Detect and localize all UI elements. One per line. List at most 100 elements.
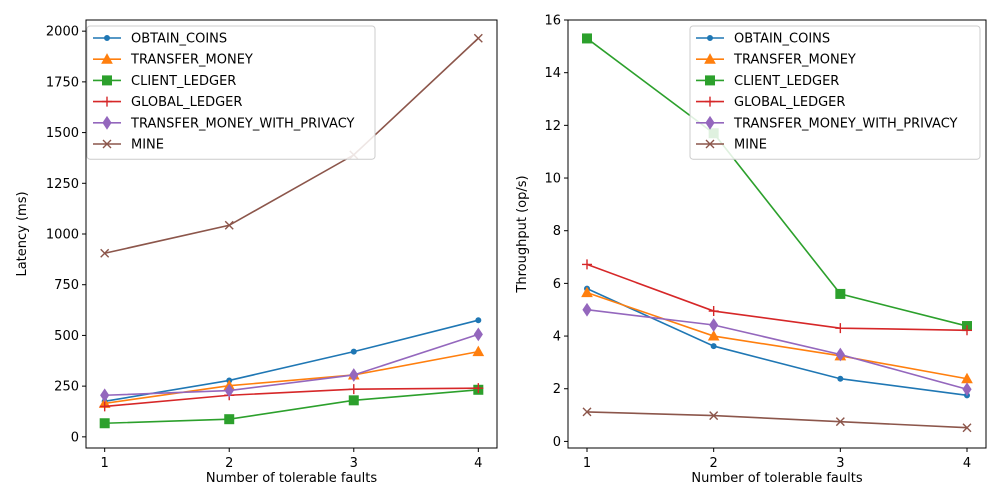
legend-entry: GLOBAL_LEDGER bbox=[734, 95, 845, 110]
data-point bbox=[582, 33, 592, 44]
data-point bbox=[581, 286, 593, 298]
legend-marker bbox=[104, 35, 110, 41]
legend-marker bbox=[705, 139, 715, 149]
legend-box bbox=[689, 25, 981, 160]
x-tick-label: 3 bbox=[350, 456, 358, 471]
data-point bbox=[472, 345, 485, 357]
series-line bbox=[586, 263, 968, 332]
y-tick-label: 4 bbox=[553, 330, 561, 345]
data-point bbox=[224, 414, 235, 425]
data-point bbox=[962, 423, 972, 433]
data-point bbox=[473, 383, 484, 394]
y-tick-label: 6 bbox=[553, 277, 561, 292]
y-tick-label: 14 bbox=[544, 66, 561, 81]
series-line bbox=[104, 387, 479, 408]
legend-marker bbox=[102, 139, 112, 149]
data-point bbox=[473, 33, 483, 43]
x-tick-label: 2 bbox=[225, 456, 233, 471]
y-tick-label: 0 bbox=[71, 430, 79, 445]
series-line bbox=[104, 319, 479, 403]
series-line bbox=[586, 411, 968, 429]
data-point bbox=[348, 395, 359, 406]
y-tick-label: 1750 bbox=[46, 75, 79, 90]
x-axis-label: Number of tolerable faults bbox=[691, 471, 862, 486]
legend-marker bbox=[705, 115, 715, 130]
y-tick-label: 2000 bbox=[46, 25, 79, 40]
data-point bbox=[837, 375, 844, 382]
y-axis-label: Latency (ms) bbox=[15, 191, 30, 276]
legend: OBTAIN_COINS TRANSFER_MONEY CLIENT_LEDGER G… bbox=[86, 25, 376, 160]
series-transfer-money-with-privacy bbox=[100, 327, 483, 403]
x-tick-label: 2 bbox=[710, 456, 718, 471]
plot-frame bbox=[567, 19, 987, 449]
legend-entry: TRANSFER_MONEY bbox=[733, 53, 856, 68]
y-tick-label: 1500 bbox=[46, 126, 79, 141]
legend-entry: TRANSFER_MONEY_WITH_PRIVACY bbox=[733, 116, 958, 131]
legend-entry: TRANSFER_MONEY bbox=[130, 53, 253, 68]
legend-marker bbox=[705, 75, 715, 86]
y-axis-label: Throughput (op/s) bbox=[515, 175, 530, 293]
y-tick-label: 10 bbox=[544, 172, 561, 187]
data-point bbox=[348, 384, 359, 395]
y-tick-label: 12 bbox=[544, 119, 561, 134]
legend-entry: OBTAIN_COINS bbox=[131, 32, 227, 47]
series-mine bbox=[582, 407, 972, 433]
legend-marker bbox=[704, 53, 716, 64]
data-point bbox=[582, 302, 592, 317]
data-point bbox=[100, 388, 110, 403]
series-global-ledger bbox=[99, 383, 484, 412]
data-point bbox=[835, 288, 846, 299]
x-tick-label: 1 bbox=[583, 456, 591, 471]
series-global-ledger bbox=[582, 259, 972, 336]
data-point bbox=[709, 318, 719, 332]
legend-box bbox=[86, 25, 376, 160]
series-line bbox=[104, 350, 479, 405]
legend-marker bbox=[102, 75, 112, 86]
legend-marker bbox=[102, 96, 112, 107]
x-tick-label: 4 bbox=[474, 456, 482, 471]
series-transfer-money bbox=[98, 345, 485, 408]
legend-entry: TRANSFER_MONEY_WITH_PRIVACY bbox=[130, 116, 355, 131]
legend-marker bbox=[707, 35, 713, 41]
series-line bbox=[104, 37, 479, 255]
legend-entry: GLOBAL_LEDGER bbox=[131, 95, 242, 110]
data-point bbox=[224, 220, 234, 230]
series-line bbox=[104, 388, 479, 425]
series-line bbox=[586, 308, 968, 391]
series-obtain-coins bbox=[584, 285, 970, 399]
data-point bbox=[349, 368, 359, 382]
series-line bbox=[586, 291, 968, 380]
data-point bbox=[710, 343, 717, 350]
data-point bbox=[835, 347, 845, 362]
data-point bbox=[99, 401, 110, 412]
y-tick-label: 250 bbox=[54, 380, 79, 395]
series-line bbox=[104, 333, 479, 397]
legend-marker bbox=[101, 53, 113, 64]
data-point bbox=[350, 348, 357, 355]
latency-chart: 1 2 3 4 0 250 500 750 1000 1250 1500 1750 2000 Number… bbox=[15, 19, 498, 486]
y-tick-label: 1000 bbox=[46, 228, 79, 243]
data-point bbox=[835, 323, 846, 334]
data-point bbox=[962, 325, 972, 336]
data-point bbox=[99, 418, 110, 429]
data-point bbox=[962, 382, 972, 397]
data-point bbox=[707, 330, 720, 341]
y-tick-label: 0 bbox=[553, 435, 561, 450]
y-tick-label: 500 bbox=[54, 329, 79, 344]
x-axis-label: Number of tolerable faults bbox=[206, 471, 377, 486]
legend-marker bbox=[102, 115, 112, 130]
legend-entry: OBTAIN_COINS bbox=[734, 32, 830, 47]
series-line bbox=[586, 37, 968, 327]
y-tick-label: 8 bbox=[553, 224, 561, 239]
x-tick-label: 3 bbox=[836, 456, 844, 471]
series-transfer-money-with-privacy bbox=[582, 302, 972, 397]
y-tick-label: 16 bbox=[544, 14, 561, 29]
series-line bbox=[586, 287, 968, 397]
data-point bbox=[100, 248, 110, 258]
data-point bbox=[473, 327, 483, 342]
series-transfer-money bbox=[581, 286, 973, 384]
y-tick-label: 1250 bbox=[46, 177, 79, 192]
legend: OBTAIN_COINS TRANSFER_MONEY CLIENT_LEDGER G… bbox=[689, 25, 981, 160]
data-point bbox=[475, 317, 482, 324]
